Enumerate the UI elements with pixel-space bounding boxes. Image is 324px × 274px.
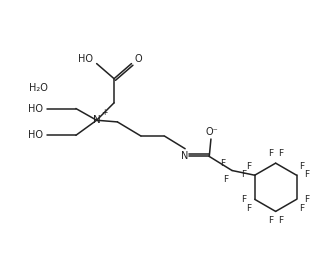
Text: HO: HO bbox=[28, 104, 43, 113]
Text: F: F bbox=[224, 175, 229, 184]
Text: F: F bbox=[268, 216, 273, 225]
Text: F: F bbox=[268, 149, 273, 158]
Text: F: F bbox=[241, 195, 247, 204]
Text: F: F bbox=[247, 162, 252, 171]
Text: H₂O: H₂O bbox=[29, 83, 47, 93]
Text: O: O bbox=[134, 54, 142, 64]
Text: N: N bbox=[181, 152, 189, 161]
Text: HO: HO bbox=[78, 54, 93, 64]
Text: F: F bbox=[278, 216, 283, 225]
Text: F: F bbox=[241, 170, 247, 179]
Text: F: F bbox=[220, 159, 225, 168]
Text: F: F bbox=[305, 195, 310, 204]
Text: +: + bbox=[101, 108, 107, 117]
Text: F: F bbox=[305, 170, 310, 179]
Text: O⁻: O⁻ bbox=[205, 127, 218, 137]
Text: F: F bbox=[300, 204, 305, 213]
Text: F: F bbox=[278, 149, 283, 158]
Text: F: F bbox=[247, 204, 252, 213]
Text: F: F bbox=[300, 162, 305, 171]
Text: N: N bbox=[93, 115, 100, 125]
Text: HO: HO bbox=[28, 130, 43, 140]
